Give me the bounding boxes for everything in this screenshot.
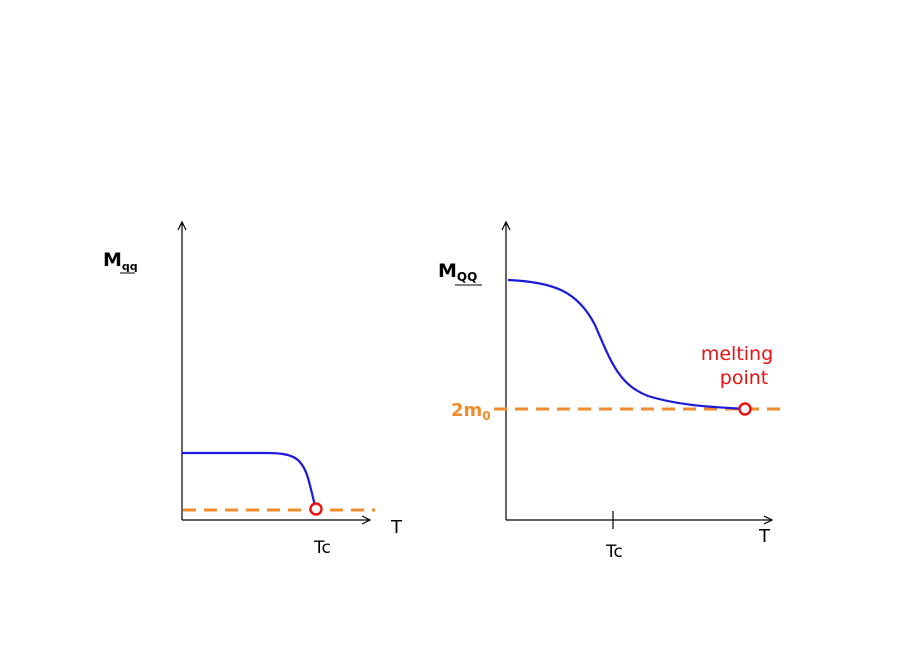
right-threshold-label-main: 2m bbox=[451, 400, 482, 421]
right-y-axis-arrow bbox=[501, 220, 511, 231]
left-plot: Mqq T Tc bbox=[103, 220, 403, 558]
left-y-label-main: M bbox=[103, 249, 122, 271]
right-mass-curve bbox=[507, 278, 746, 411]
left-x-axis-label: T bbox=[390, 517, 403, 538]
right-plot: MQQ 2m0 melting point T Tc bbox=[438, 220, 782, 562]
right-melting-marker bbox=[738, 402, 752, 416]
left-y-axis-arrow bbox=[177, 220, 187, 231]
right-y-label-main: M bbox=[438, 260, 457, 282]
right-tc-label: Tc bbox=[605, 542, 623, 562]
right-y-axis-label: MQQ bbox=[438, 260, 477, 284]
left-x-axis-arrow bbox=[361, 515, 372, 525]
right-threshold-label: 2m0 bbox=[451, 400, 491, 423]
right-x-axis-label: T bbox=[758, 526, 771, 547]
left-y-axis-label: Mqq bbox=[103, 249, 138, 273]
left-melting-marker bbox=[309, 502, 323, 516]
left-y-label-sub: qq bbox=[122, 260, 138, 273]
melting-point-annotation-line1: melting bbox=[701, 343, 773, 365]
right-x-axis-arrow bbox=[763, 515, 774, 525]
right-y-label-sub: QQ bbox=[457, 270, 477, 284]
left-mass-curve bbox=[182, 451, 318, 510]
melting-point-annotation-line2: point bbox=[720, 367, 768, 389]
right-threshold-label-sub: 0 bbox=[482, 409, 490, 423]
left-tc-label: Tc bbox=[313, 538, 331, 558]
